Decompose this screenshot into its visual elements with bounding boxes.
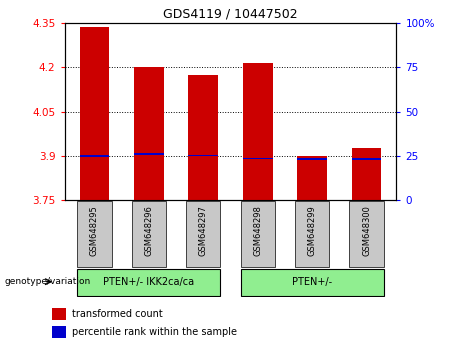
FancyBboxPatch shape [241, 269, 384, 296]
Text: transformed count: transformed count [71, 309, 162, 319]
Bar [352, 148, 382, 200]
Bar [189, 155, 218, 156]
Bar [52, 308, 65, 320]
Bar [52, 326, 65, 338]
FancyBboxPatch shape [132, 201, 166, 267]
Bar [297, 156, 327, 200]
FancyBboxPatch shape [186, 201, 220, 267]
Text: GSM648295: GSM648295 [90, 205, 99, 256]
Bar [189, 75, 218, 200]
Bar [352, 159, 382, 160]
FancyBboxPatch shape [349, 201, 384, 267]
Bar [79, 155, 109, 157]
Bar [297, 158, 327, 160]
FancyBboxPatch shape [77, 269, 220, 296]
Bar [243, 63, 272, 200]
Bar [79, 27, 109, 200]
Text: GSM648296: GSM648296 [144, 205, 154, 256]
Bar [134, 67, 164, 200]
FancyBboxPatch shape [241, 201, 275, 267]
Title: GDS4119 / 10447502: GDS4119 / 10447502 [163, 7, 298, 21]
Text: genotype/variation: genotype/variation [5, 277, 91, 286]
Text: PTEN+/-: PTEN+/- [292, 277, 332, 287]
Text: GSM648297: GSM648297 [199, 205, 208, 256]
Text: GSM648300: GSM648300 [362, 205, 371, 256]
Text: GSM648299: GSM648299 [307, 205, 317, 256]
FancyBboxPatch shape [77, 201, 112, 267]
Bar [243, 158, 272, 159]
Bar [134, 153, 164, 155]
Text: GSM648298: GSM648298 [253, 205, 262, 256]
Text: PTEN+/- IKK2ca/ca: PTEN+/- IKK2ca/ca [103, 277, 195, 287]
FancyBboxPatch shape [295, 201, 329, 267]
Text: percentile rank within the sample: percentile rank within the sample [71, 327, 236, 337]
